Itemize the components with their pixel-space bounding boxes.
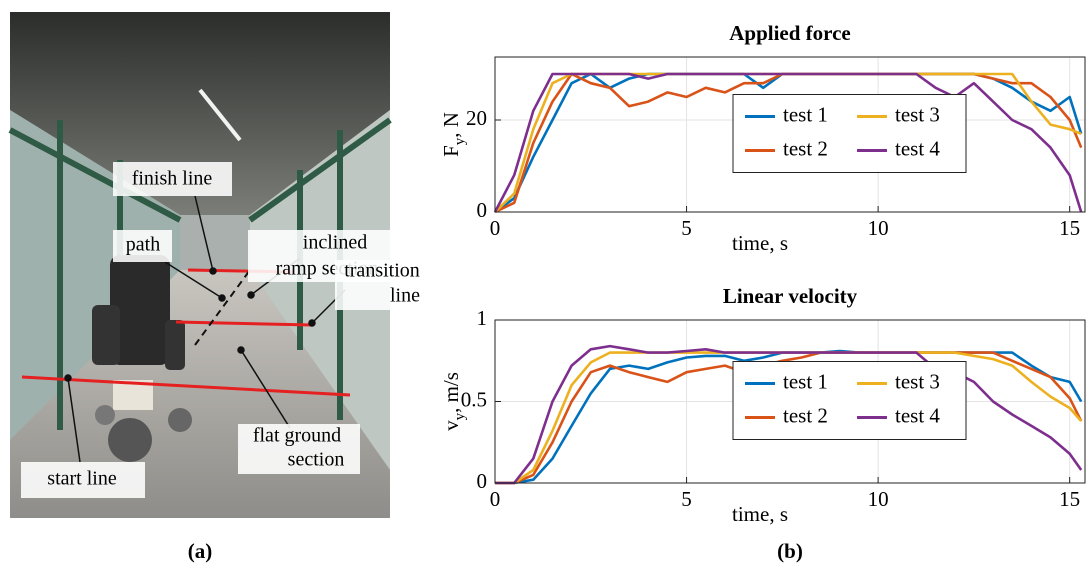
series-line — [495, 351, 1083, 485]
label-box — [21, 462, 145, 498]
y-axis-label-part: F — [439, 145, 463, 157]
x-tick-label: 15 — [1059, 216, 1080, 240]
x-axis-label: time, s — [732, 502, 788, 526]
legend-label: test 4 — [895, 136, 940, 160]
x-tick-label: 10 — [868, 216, 889, 240]
x-tick-label: 0 — [490, 487, 501, 511]
label-box — [238, 424, 360, 474]
x-axis-label: time, s — [732, 231, 788, 255]
photo-label: path — [126, 234, 160, 256]
wheelchair — [92, 255, 192, 462]
caption: (b) — [777, 539, 803, 563]
label-box — [113, 162, 232, 196]
x-tick-label: 15 — [1059, 487, 1080, 511]
series-line — [493, 72, 1083, 213]
y-tick-label: 20 — [466, 106, 487, 130]
legend-label: test 4 — [895, 403, 940, 427]
legend-label: test 1 — [783, 102, 828, 126]
photo-label: start line — [47, 468, 117, 490]
legend-label: test 1 — [783, 369, 828, 393]
caption: (a) — [188, 539, 213, 563]
y-axis-label-part: , N — [439, 112, 463, 138]
y-tick-label: 0.5 — [461, 387, 487, 411]
y-axis-label-part: y — [452, 137, 468, 145]
x-tick-label: 5 — [681, 216, 692, 240]
legend-label: test 3 — [895, 369, 940, 393]
label-box — [113, 230, 172, 262]
y-axis-label-part: , m/s — [439, 372, 463, 413]
chart-title: Applied force — [729, 21, 851, 45]
plot-frame — [494, 319, 1086, 484]
legend-label: test 2 — [783, 136, 828, 160]
photo-label: transition — [344, 260, 420, 282]
photo-label: section — [288, 449, 345, 471]
y-axis-label: vy, m/s — [439, 372, 469, 431]
x-tick-label: 10 — [868, 487, 889, 511]
legend — [732, 361, 967, 440]
y-axis-label-part: y — [452, 412, 468, 420]
photo-label: line — [390, 285, 420, 307]
plot-frame — [494, 56, 1086, 213]
legend — [732, 94, 967, 173]
legend-label: test 2 — [783, 403, 828, 427]
x-tick-label: 5 — [681, 487, 692, 511]
photo-label: inclined — [303, 232, 367, 254]
y-tick-label: 0 — [477, 198, 488, 222]
y-tick-label: 1 — [477, 306, 488, 330]
y-axis-label: Fy, N — [439, 112, 469, 157]
photo-label: flat ground — [253, 425, 341, 447]
label-box — [335, 260, 435, 310]
legend-label: test 3 — [895, 102, 940, 126]
series-line — [495, 344, 1083, 485]
chart-title: Linear velocity — [723, 284, 858, 308]
y-tick-label: 0 — [477, 469, 488, 493]
y-axis-label-part: v — [439, 420, 463, 431]
x-tick-label: 0 — [490, 216, 501, 240]
photo-label: finish line — [132, 168, 213, 190]
